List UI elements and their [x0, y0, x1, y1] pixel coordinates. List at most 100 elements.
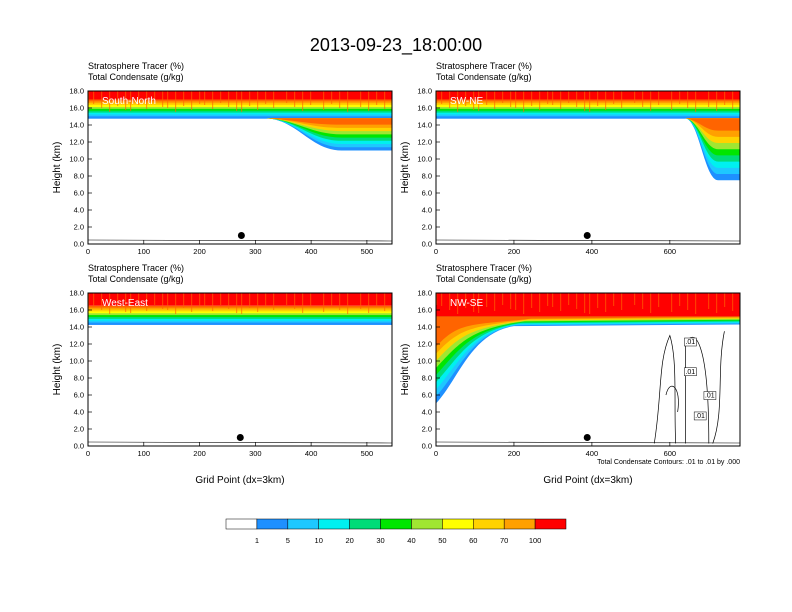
y-tick-label: 12.0	[417, 138, 432, 147]
tracer-streak	[109, 91, 111, 112]
tracer-streak	[101, 293, 103, 310]
tracer-streak	[183, 91, 185, 106]
y-tick-label: 4.0	[74, 408, 84, 417]
condensate-contour	[685, 336, 710, 444]
tracer-band	[88, 305, 392, 309]
tracer-streak	[597, 293, 599, 308]
panel-top-right: Stratosphere Tracer (%)Total Condensate …	[400, 61, 741, 256]
tracer-streak	[695, 91, 697, 112]
surface-contour	[88, 239, 392, 242]
tracer-streak	[679, 91, 681, 104]
tracer-streak	[732, 91, 734, 109]
tracer-streak	[724, 91, 726, 105]
tracer-streak	[621, 91, 623, 108]
x-tick-label: 200	[508, 449, 521, 458]
y-tick-label: 2.0	[422, 425, 432, 434]
y-tick-label: 12.0	[69, 340, 84, 349]
tracer-band	[88, 316, 392, 320]
tracer-streak	[650, 91, 652, 111]
tracer-streak	[138, 91, 140, 105]
tracer-band-100	[88, 293, 392, 306]
tracer-field: .01 .01 .01 .01	[436, 293, 740, 444]
tracer-streak	[473, 91, 475, 110]
tracer-streak	[117, 293, 119, 308]
tracer-streak	[294, 293, 296, 309]
tracer-band	[88, 114, 392, 117]
tracer-streak	[117, 91, 119, 106]
tracer-streak	[162, 293, 164, 309]
plot-frame	[87, 292, 393, 447]
panels: Stratosphere Tracer (%)Total Condensate …	[52, 61, 741, 486]
colorbar-label: 30	[376, 536, 384, 545]
tracer-streak	[204, 91, 206, 105]
tracer-streak	[376, 91, 378, 105]
colorbar-label: 60	[469, 536, 477, 545]
tracer-streak	[204, 293, 206, 307]
x-tick-label: 0	[434, 247, 438, 256]
tracer-streak	[162, 91, 164, 107]
tracer-streak	[257, 293, 259, 312]
tracer-streak	[130, 293, 132, 313]
tracer-streak	[93, 91, 95, 104]
tracer-streak	[478, 91, 480, 111]
contour-label-box	[684, 367, 697, 376]
x-tick-label: 0	[86, 247, 90, 256]
tracer-streak	[436, 91, 438, 103]
y-tick-label: 10.0	[69, 155, 84, 164]
tracer-band	[88, 110, 392, 114]
plume-layer	[266, 118, 392, 125]
colorbar-label: 5	[286, 536, 290, 545]
y-tick-label: 16.0	[417, 104, 432, 113]
tracer-streak	[494, 91, 496, 109]
tracer-streak	[465, 91, 467, 106]
tracer-streak	[515, 91, 517, 108]
x-tick-label: 400	[305, 247, 318, 256]
colorbar-label: 70	[500, 536, 508, 545]
tracer-streak	[502, 91, 504, 103]
tracer-field	[88, 91, 392, 242]
colorbar-cell	[534, 518, 567, 530]
y-tick-label: 6.0	[422, 391, 432, 400]
y-tick-label: 0.0	[74, 240, 84, 249]
tracer-streak	[642, 91, 644, 107]
y-tick-label: 0.0	[74, 442, 84, 451]
condensate-contour	[712, 331, 725, 444]
contour-label: .01	[685, 339, 695, 346]
y-tick-label: 16.0	[69, 104, 84, 113]
tracer-streak	[228, 91, 230, 107]
tracer-streak	[236, 91, 238, 111]
tracer-streak	[576, 293, 578, 309]
tracer-streak	[125, 293, 127, 312]
panel-label: SW-NE	[450, 96, 483, 107]
tracer-streak	[88, 293, 90, 305]
tracer-field	[436, 91, 740, 242]
y-tick-label: 0.0	[422, 240, 432, 249]
tracer-streak	[249, 293, 251, 308]
x-tick-label: 0	[434, 449, 438, 458]
tracer-streak	[584, 293, 586, 313]
tracer-streak	[360, 91, 362, 107]
tracer-streak	[199, 91, 201, 104]
figure-title: 2013-09-23_18:00:00	[310, 35, 482, 56]
tracer-streak	[457, 91, 459, 112]
x-tick-label: 600	[664, 449, 677, 458]
condensate-contour	[653, 334, 677, 444]
y-tick-label: 4.0	[74, 206, 84, 215]
tracer-streak	[257, 91, 259, 110]
tracer-streak	[384, 91, 386, 109]
y-axis-label: Height (km)	[52, 142, 63, 194]
y-axis-label: Height (km)	[400, 344, 411, 396]
x-tick-label: 500	[361, 247, 374, 256]
tracer-streak	[191, 293, 193, 312]
tracer-streak	[547, 293, 549, 306]
y-tick-label: 18.0	[69, 289, 84, 298]
contour-label: .01	[695, 413, 705, 420]
tracer-streak	[441, 91, 443, 104]
location-marker	[237, 232, 245, 239]
tracer-band-100	[436, 91, 740, 100]
tracer-streak	[597, 91, 599, 106]
panel-header-tracer: Stratosphere Tracer (%)	[436, 263, 532, 273]
tracer-streak	[732, 293, 734, 311]
tracer-streak	[515, 293, 517, 310]
tracer-streak	[368, 91, 370, 111]
